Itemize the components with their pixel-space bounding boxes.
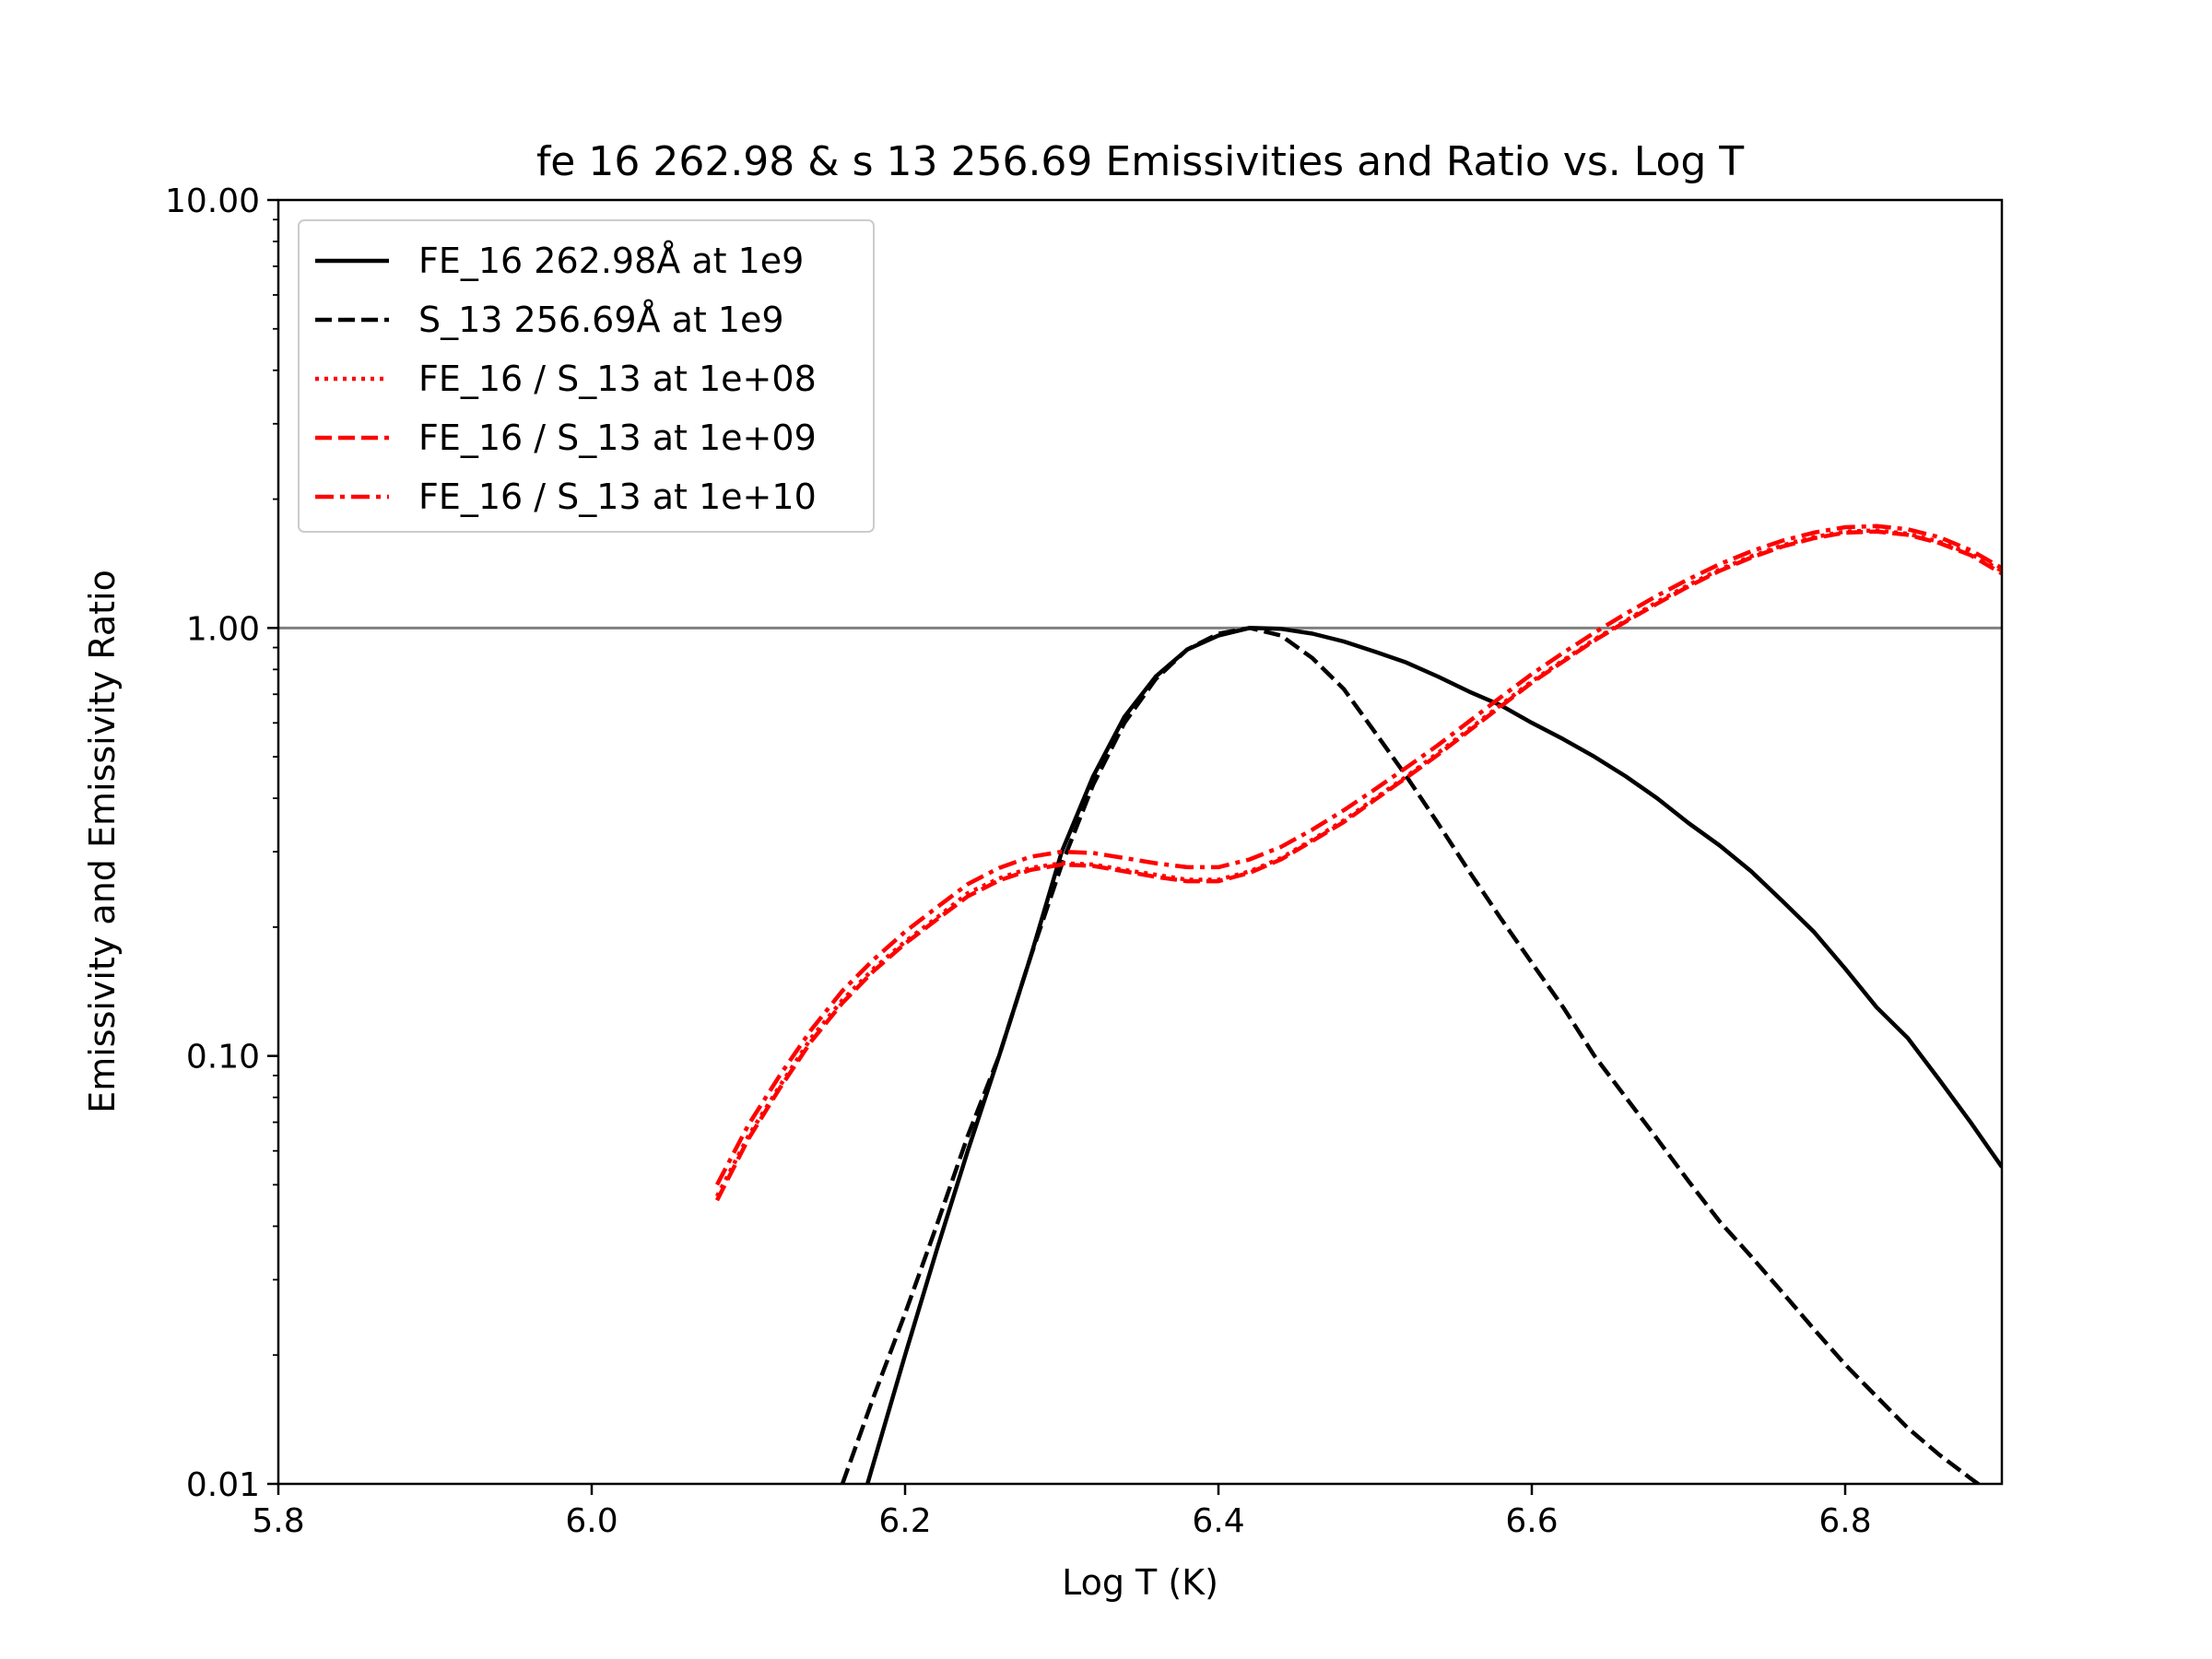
- x-tick-label: 6.2: [878, 1502, 931, 1540]
- legend-label: S_13 256.69Å at 1e9: [418, 300, 784, 340]
- plot-frame: [276, 198, 2004, 1486]
- series-line-2: [840, 626, 1982, 1484]
- y-axis-label: Emissivity and Emissivity Ratio: [82, 570, 123, 1113]
- legend-label: FE_16 262.98Å at 1e9: [418, 241, 804, 281]
- series-line-4: [714, 529, 2002, 1202]
- x-tick-label: 5.8: [252, 1502, 304, 1540]
- chart-title: fe 16 262.98 & s 13 256.69 Emissivities …: [536, 138, 1744, 185]
- y-tick-label: 1.00: [186, 610, 260, 648]
- x-tick-label: 6.4: [1192, 1502, 1244, 1540]
- y-tick-label: 0.01: [186, 1466, 260, 1504]
- x-axis-label: Log T (K): [1062, 1562, 1218, 1603]
- legend-box: [298, 219, 875, 533]
- x-tick-label: 6.8: [1818, 1502, 1871, 1540]
- legend-label: FE_16 / S_13 at 1e+10: [418, 477, 817, 517]
- x-tick-label: 6.0: [565, 1502, 618, 1540]
- series-line-5: [715, 524, 2002, 1186]
- legend-label: FE_16 / S_13 at 1e+09: [418, 418, 817, 458]
- legend-label: FE_16 / S_13 at 1e+08: [418, 359, 817, 399]
- y-tick-label: 10.00: [165, 182, 260, 220]
- y-tick-label: 0.10: [186, 1039, 260, 1077]
- x-tick-label: 6.6: [1505, 1502, 1558, 1540]
- legend: FE_16 262.98Å at 1e9 S_13 256.69Å at 1e9 F…: [298, 219, 875, 533]
